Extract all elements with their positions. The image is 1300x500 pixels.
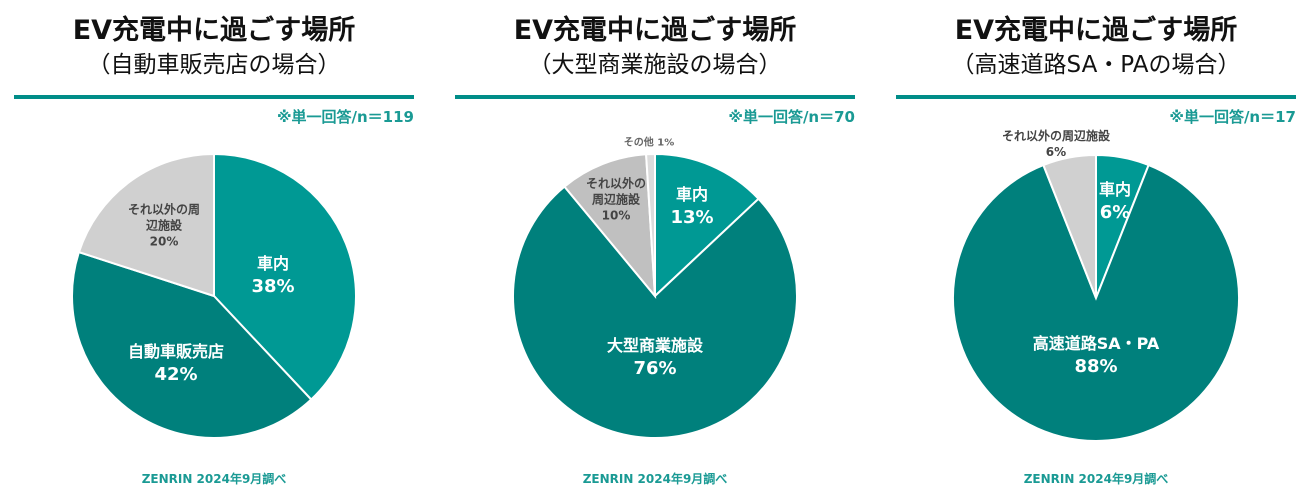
slice-label: 車内 38%	[251, 254, 295, 297]
sample-note: ※単一回答/n＝70	[728, 108, 855, 126]
chart-subtitle: （大型商業施設の場合）	[528, 52, 782, 78]
pie-slice-高速道路SA・PA	[952, 163, 1240, 442]
slice-label: 高速道路SA・PA 88%	[1032, 334, 1160, 377]
pie-chart	[512, 152, 798, 439]
source-note: ZENRIN 2024年9月調べ	[582, 472, 728, 486]
slice-label: それ以外の周辺施設 6%	[1001, 128, 1111, 159]
divider	[14, 95, 414, 99]
pie-slice-自動車販売店	[71, 250, 313, 439]
pie-slice-大型商業施設	[512, 185, 798, 439]
slice-label: それ以外の周辺施設 20%	[127, 202, 200, 250]
pie-slice-その他	[645, 152, 656, 297]
pie-slice-それ以外の周辺施設	[77, 152, 215, 298]
source-note: ZENRIN 2024年9月調べ	[1023, 472, 1169, 486]
chart-panel-highway: EV充電中に過ごす場所 （高速道路SA・PAの場合） ※単一回答/n＝17 車内…	[896, 0, 1296, 500]
chart-subtitle: （高速道路SA・PAの場合）	[951, 52, 1241, 78]
sample-note: ※単一回答/n＝119	[276, 108, 414, 126]
chart-title: EV充電中に過ごす場所	[954, 15, 1238, 46]
chart-title: EV充電中に過ごす場所	[513, 15, 797, 46]
sample-note: ※単一回答/n＝17	[1169, 108, 1296, 126]
chart-title: EV充電中に過ごす場所	[72, 15, 356, 46]
pie-slice-それ以外の周辺施設	[1042, 153, 1097, 299]
slice-label: それ以外の周辺施設 10%	[585, 176, 646, 224]
slice-label: 大型商業施設 76%	[606, 336, 704, 379]
slice-label: その他 1%	[623, 137, 675, 149]
chart-panel-mall: EV充電中に過ごす場所 （大型商業施設の場合） ※単一回答/n＝70 車内 13%…	[455, 0, 855, 500]
slice-label: 車内 13%	[670, 185, 714, 228]
pie-chart	[952, 153, 1240, 442]
pie-slice-それ以外の周辺施設	[563, 153, 657, 300]
pie-slice-車内	[213, 152, 358, 401]
divider	[455, 95, 855, 99]
pie-slice-車内	[654, 152, 760, 299]
chart-subtitle: （自動車販売店の場合）	[87, 52, 341, 78]
divider	[896, 95, 1296, 99]
source-note: ZENRIN 2024年9月調べ	[141, 472, 287, 486]
slice-label: 車内 6%	[1098, 180, 1132, 223]
slice-label: 自動車販売店 42%	[127, 342, 225, 385]
pie-chart	[71, 152, 358, 439]
chart-panel-dealer: EV充電中に過ごす場所 （自動車販売店の場合） ※単一回答/n＝119 車内 38…	[14, 0, 414, 500]
